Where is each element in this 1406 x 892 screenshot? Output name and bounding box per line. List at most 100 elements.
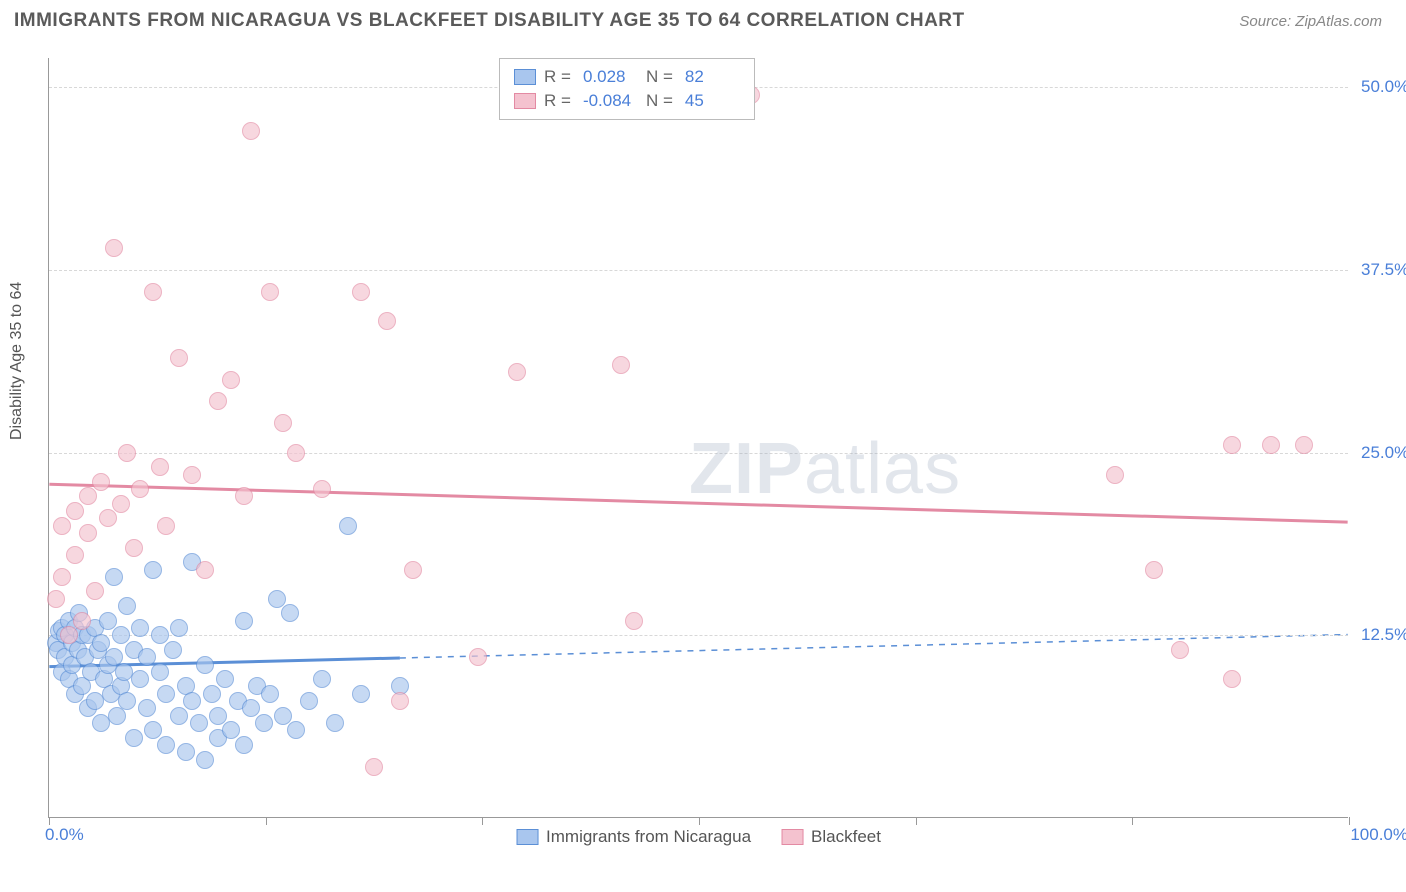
scatter-point [131,480,149,498]
x-axis-min-label: 0.0% [45,825,84,845]
scatter-point [47,590,65,608]
scatter-point [300,692,318,710]
stats-r-value-1: -0.084 [583,89,638,113]
scatter-point [1295,436,1313,454]
x-tick-mark [699,817,700,825]
x-tick-mark [266,817,267,825]
scatter-point [112,495,130,513]
x-tick-mark [1349,817,1350,825]
stats-n-label-0: N = [646,65,673,89]
y-tick-label: 37.5% [1361,260,1406,280]
scatter-point [235,736,253,754]
scatter-point [222,371,240,389]
stats-swatch-1 [514,93,536,109]
scatter-point [53,517,71,535]
scatter-point [92,473,110,491]
scatter-point [151,663,169,681]
scatter-point [105,568,123,586]
scatter-point [144,283,162,301]
bottom-legend-item-1: Blackfeet [781,827,881,847]
stats-row-series-0: R = 0.028 N = 82 [514,65,740,89]
watermark: ZIPatlas [689,428,961,510]
bottom-legend-swatch-1 [781,829,803,845]
scatter-point [99,612,117,630]
x-axis-max-label: 100.0% [1350,825,1406,845]
watermark-zip: ZIP [689,429,804,509]
scatter-point [66,502,84,520]
scatter-point [92,634,110,652]
scatter-point [242,699,260,717]
scatter-point [138,699,156,717]
scatter-point [391,692,409,710]
y-grid-line [49,453,1348,454]
chart-title: IMMIGRANTS FROM NICARAGUA VS BLACKFEET D… [14,10,965,32]
y-grid-line [49,270,1348,271]
chart-source: Source: ZipAtlas.com [1239,13,1382,30]
scatter-point [209,392,227,410]
scatter-point [1171,641,1189,659]
scatter-point [183,692,201,710]
scatter-point [1145,561,1163,579]
scatter-point [86,582,104,600]
scatter-point [196,561,214,579]
scatter-point [235,487,253,505]
source-prefix: Source: [1239,13,1295,30]
stats-r-label-0: R = [544,65,571,89]
scatter-point [339,517,357,535]
watermark-atlas: atlas [804,429,961,509]
scatter-point [216,670,234,688]
scatter-point [53,568,71,586]
scatter-point [352,685,370,703]
scatter-point [131,670,149,688]
scatter-point [1223,670,1241,688]
scatter-point [196,751,214,769]
scatter-point [203,685,221,703]
scatter-point [157,685,175,703]
scatter-point [469,648,487,666]
scatter-point [99,509,117,527]
stats-row-series-1: R = -0.084 N = 45 [514,89,740,113]
y-axis-title: Disability Age 35 to 64 [8,282,26,440]
y-tick-label: 25.0% [1361,443,1406,463]
scatter-point [118,597,136,615]
scatter-point [79,487,97,505]
scatter-point [157,517,175,535]
scatter-point [151,458,169,476]
scatter-point [508,363,526,381]
stats-n-label-1: N = [646,89,673,113]
scatter-point [313,480,331,498]
scatter-point [118,692,136,710]
scatter-point [125,539,143,557]
stats-legend-box: R = 0.028 N = 82 R = -0.084 N = 45 [499,58,755,120]
scatter-point [261,283,279,301]
bottom-legend-label-1: Blackfeet [811,827,881,847]
scatter-point [352,283,370,301]
scatter-point [138,648,156,666]
scatter-point [170,349,188,367]
stats-swatch-0 [514,69,536,85]
scatter-point [326,714,344,732]
scatter-point [1262,436,1280,454]
scatter-point [73,612,91,630]
x-tick-mark [482,817,483,825]
scatter-point [378,312,396,330]
scatter-point [268,590,286,608]
scatter-point [287,721,305,739]
stats-r-value-0: 0.028 [583,65,638,89]
scatter-point [287,444,305,462]
scatter-point [125,729,143,747]
scatter-point [105,239,123,257]
trend-line-dashed [400,635,1348,658]
chart-header: IMMIGRANTS FROM NICARAGUA VS BLACKFEET D… [0,0,1406,32]
scatter-point [151,626,169,644]
scatter-point [261,685,279,703]
scatter-point [164,641,182,659]
scatter-point [60,626,78,644]
scatter-point [112,626,130,644]
scatter-point [170,619,188,637]
x-tick-mark [49,817,50,825]
scatter-point [274,707,292,725]
scatter-point [242,122,260,140]
scatter-point [79,524,97,542]
bottom-legend-label-0: Immigrants from Nicaragua [546,827,751,847]
